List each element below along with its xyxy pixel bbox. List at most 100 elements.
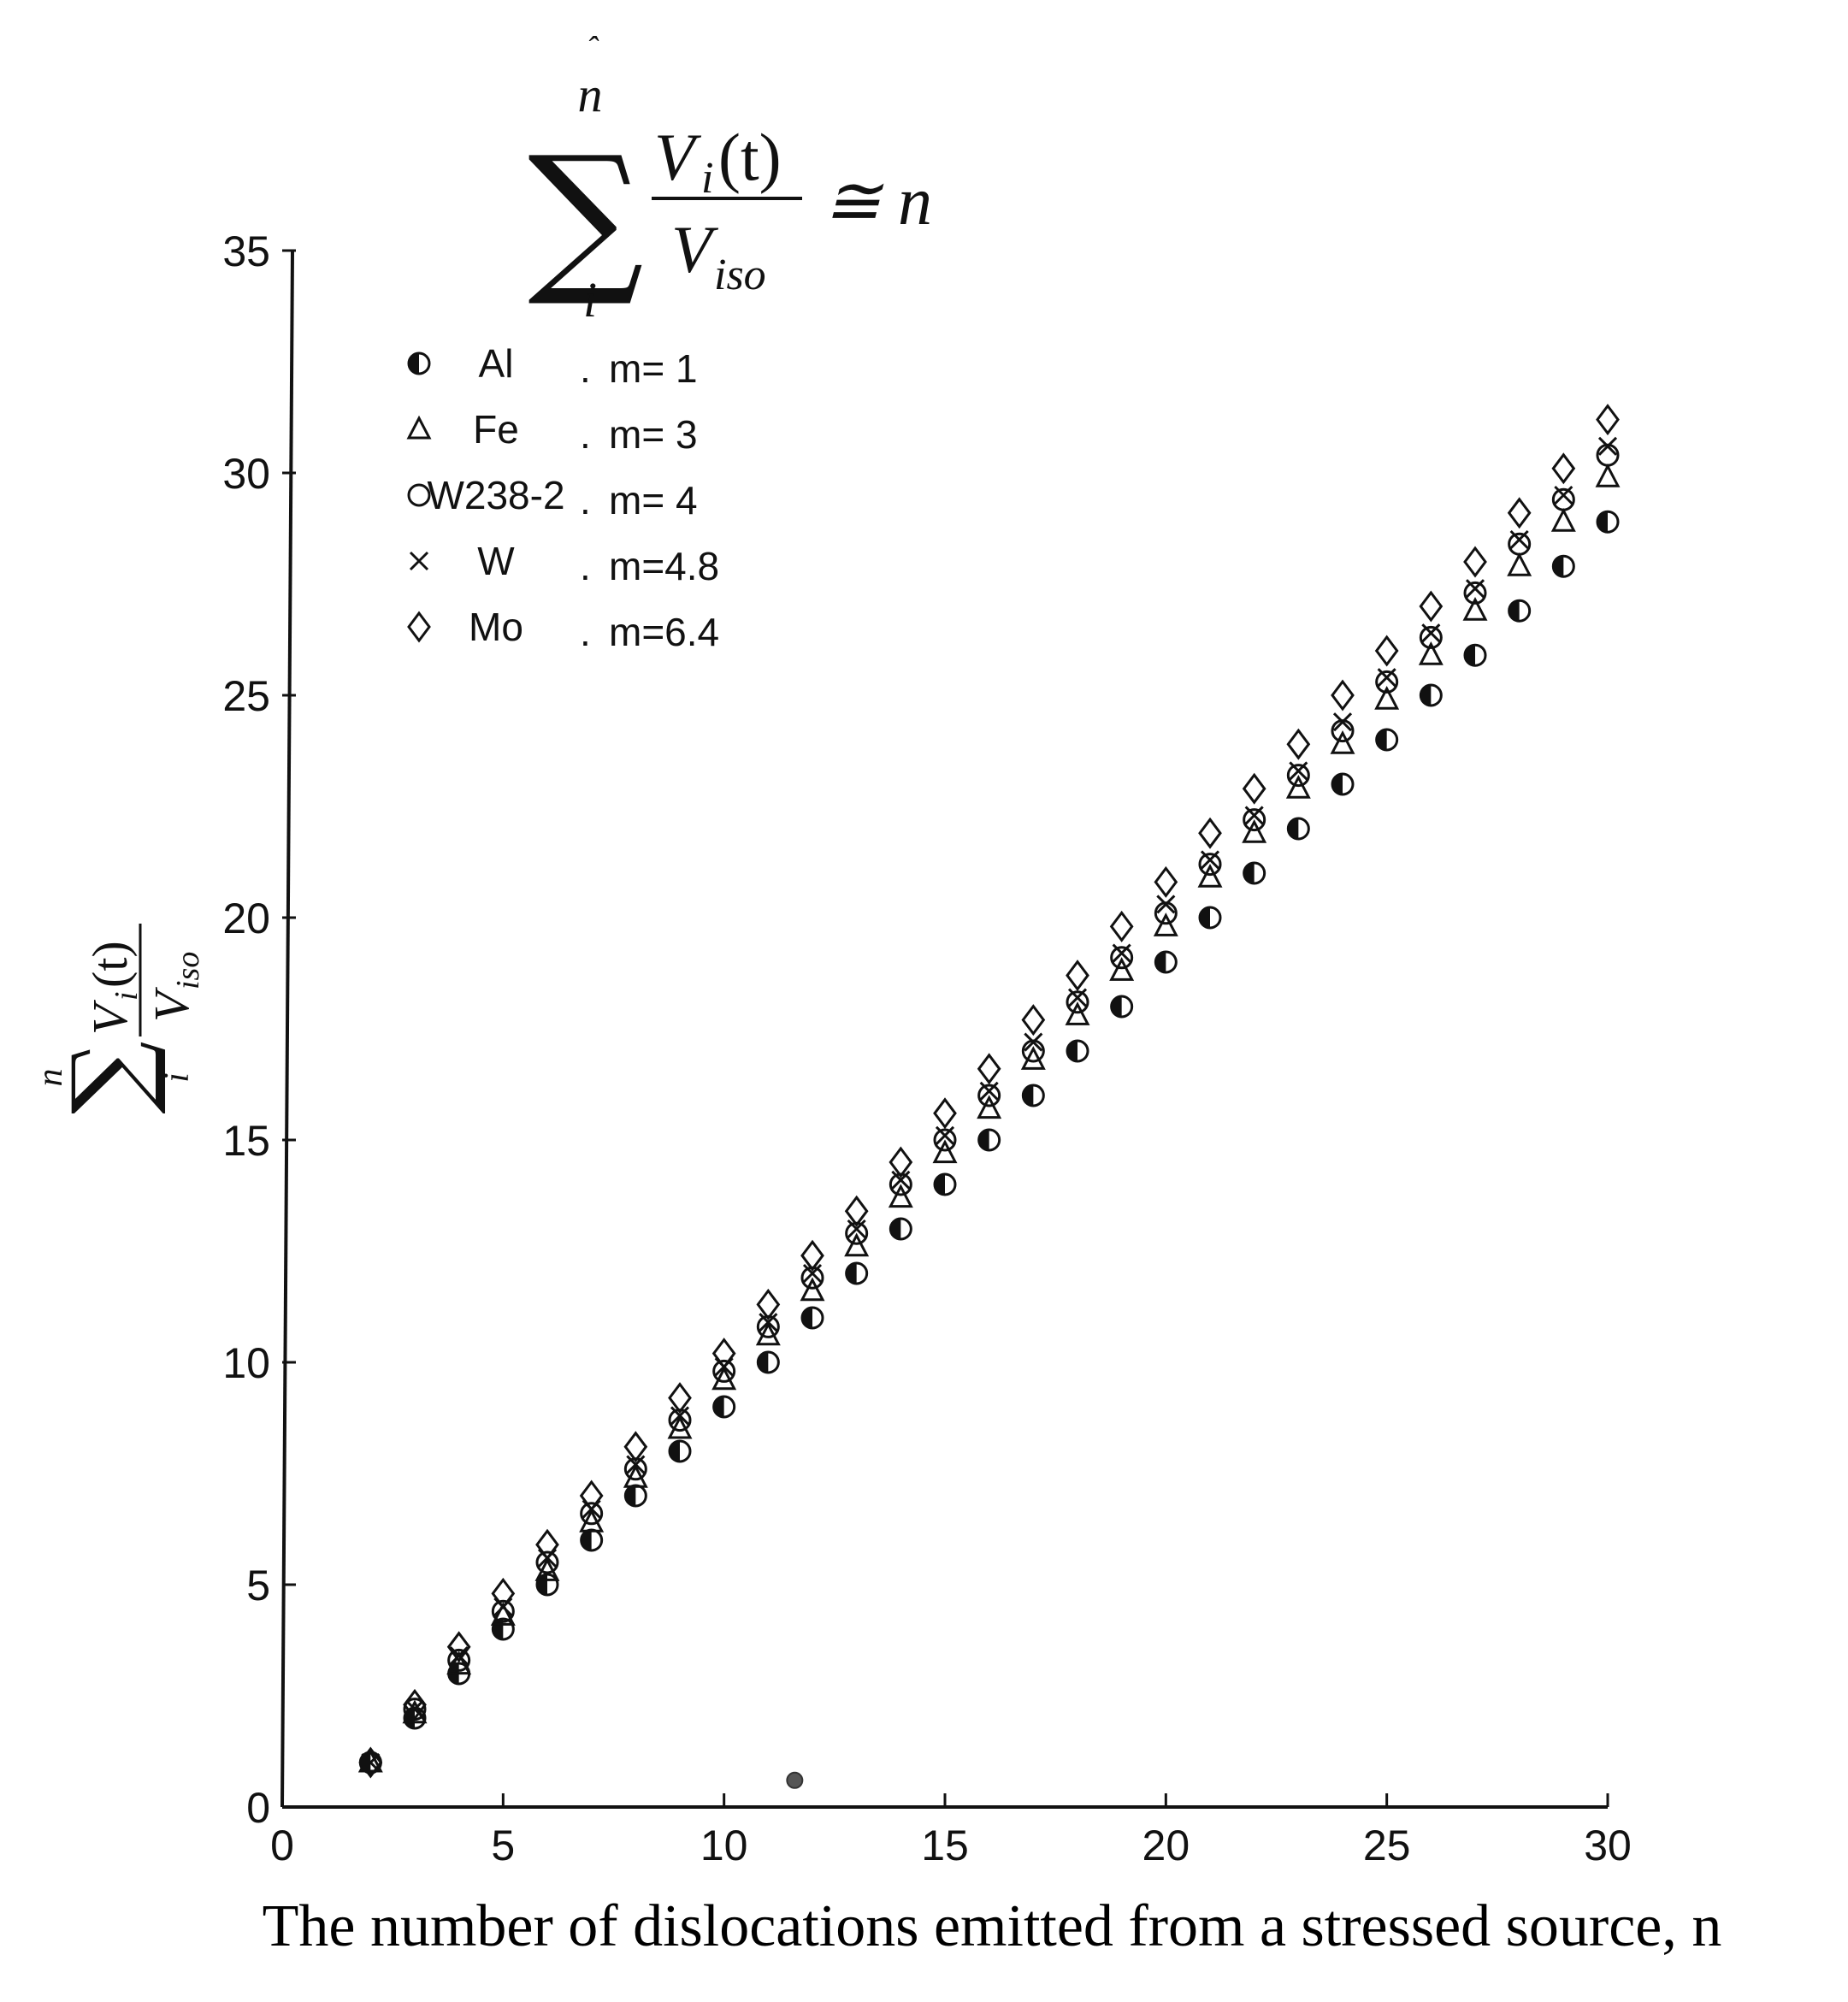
point-w (847, 1219, 866, 1239)
point-mo (933, 1097, 957, 1130)
y-ticks: 0 5 10 15 20 25 30 35 (222, 227, 296, 1832)
point-w (1554, 485, 1573, 505)
point-w (1200, 850, 1220, 870)
ylabel-sigma: ∑ (51, 1041, 170, 1114)
point-mo (756, 1288, 781, 1320)
ylabel-numerator-arg: (t) (82, 941, 138, 988)
point-fe (1197, 863, 1223, 888)
legend-marker-w (409, 551, 429, 571)
point-w (759, 1313, 778, 1332)
point-fe (1153, 912, 1178, 936)
point-mo (623, 1431, 648, 1463)
point-mo (1286, 728, 1311, 760)
point-w (935, 1125, 955, 1145)
point-al (1596, 510, 1620, 534)
point-al (889, 1217, 912, 1241)
point-al (1066, 1039, 1089, 1063)
point-al (1331, 772, 1355, 796)
point-mo (1551, 452, 1576, 485)
point-al (1375, 728, 1399, 752)
legend-label: W238-2 (427, 473, 564, 517)
point-fe (1462, 596, 1488, 621)
point-w238-2 (1508, 532, 1532, 556)
y-tick-label: 10 (222, 1339, 270, 1387)
point-fe (844, 1232, 870, 1257)
ylabel-denominator-sub: iso (170, 952, 206, 989)
point-mo (1242, 772, 1266, 805)
ylabel-sum-upper: n (31, 1069, 70, 1087)
point-fe (800, 1277, 825, 1302)
point-mo (668, 1382, 692, 1414)
title-sigma: ∑ (528, 121, 644, 310)
y-tick-label: 5 (246, 1562, 270, 1609)
legend-marker-w238-2 (407, 483, 431, 507)
title-numerator-sub: i (701, 154, 713, 203)
point-fe (1374, 685, 1400, 710)
x-tick-label: 30 (1584, 1822, 1632, 1869)
point-fe (1418, 641, 1444, 665)
point-w (670, 1406, 690, 1426)
x-tick-label: 25 (1363, 1822, 1411, 1869)
point-w238-2 (1419, 625, 1443, 649)
point-mo (446, 1631, 471, 1663)
title-relation: ≅ n (824, 164, 932, 239)
title-denominator-sub: iso (714, 251, 766, 299)
point-w238-2 (933, 1128, 957, 1152)
point-mo (800, 1239, 824, 1272)
point-al (1021, 1084, 1045, 1107)
y-tick-label: 15 (222, 1117, 270, 1165)
point-w (1067, 988, 1088, 1007)
point-w (626, 1455, 646, 1474)
point-w238-2 (447, 1648, 471, 1672)
point-mo (403, 1688, 427, 1721)
legend-separator: . (580, 346, 591, 391)
point-al (668, 1439, 692, 1463)
point-mo (1331, 679, 1355, 712)
point-mo (1596, 404, 1620, 436)
point-fe (357, 1748, 383, 1773)
point-mo (579, 1479, 604, 1512)
data-points (357, 404, 1621, 1789)
title-denominator: V (671, 212, 719, 286)
x-axis-label: The number of dislocations emitted from … (263, 1893, 1722, 1959)
point-w (1156, 895, 1176, 914)
legend-param: m= 3 (609, 412, 698, 457)
title-numerator-arg: (t) (718, 120, 782, 194)
point-w238-2 (1551, 487, 1575, 511)
point-fe (1065, 1001, 1090, 1025)
point-al (1110, 995, 1134, 1019)
point-w238-2 (1463, 581, 1487, 605)
point-mo (535, 1528, 559, 1561)
point-mo (1463, 546, 1487, 578)
x-tick-label: 15 (921, 1822, 969, 1869)
ylabel-numerator: V (82, 999, 138, 1035)
point-mo (1419, 590, 1444, 623)
point-al (1551, 554, 1575, 578)
x-tick-label: 20 (1142, 1822, 1190, 1869)
point-mo (1374, 635, 1399, 667)
point-w (1024, 1032, 1043, 1052)
point-w (891, 1170, 911, 1190)
point-w (1509, 529, 1529, 550)
point-al (1243, 861, 1266, 885)
point-w (1421, 623, 1441, 643)
x-tick-label: 10 (700, 1822, 748, 1869)
point-al (623, 1484, 647, 1508)
y-tick-label: 35 (222, 227, 270, 275)
title-sum-upper: n (578, 67, 603, 122)
point-w238-2 (1066, 990, 1089, 1014)
legend-label: Al (479, 341, 514, 386)
point-w (1597, 436, 1618, 456)
y-axis-label: ∑ n i V i (t) V iso (31, 924, 206, 1114)
point-al (756, 1350, 780, 1374)
title-formula: n ˆ ∑ i V i (t) V iso ≅ n (528, 29, 932, 328)
point-fe (1109, 957, 1135, 981)
point-w238-2 (1243, 808, 1266, 832)
legend-label: Fe (473, 407, 519, 452)
point-w (404, 1699, 425, 1719)
point-w238-2 (977, 1084, 1001, 1107)
point-fe (1330, 729, 1355, 754)
x-ticks: 0 5 10 15 20 25 30 (270, 1793, 1632, 1869)
point-fe (1595, 463, 1621, 487)
legend-separator: . (580, 412, 591, 457)
